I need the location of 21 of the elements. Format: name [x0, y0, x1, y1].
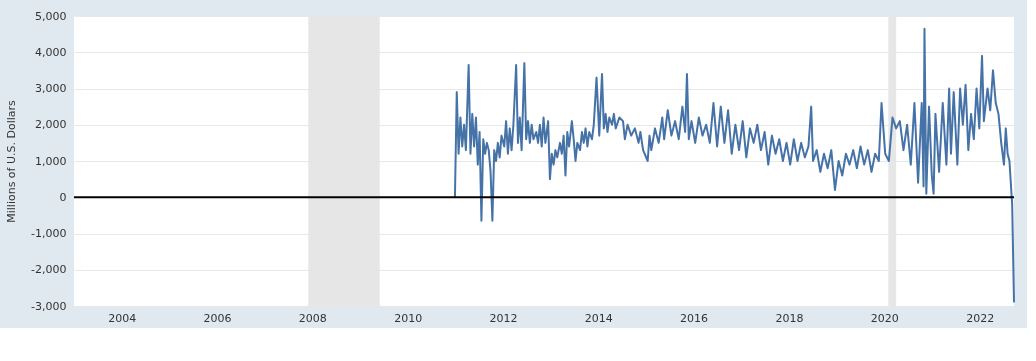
y-tick-label: 2,000 [35, 118, 67, 132]
x-tick-label: 2006 [203, 311, 232, 325]
x-tick-label: 2020 [870, 311, 899, 325]
y-tick-label: 1,000 [35, 154, 67, 168]
y-axis-title: Millions of U.S. Dollars [5, 99, 19, 223]
x-tick-label: 2010 [394, 311, 423, 325]
x-tick-label: 2004 [108, 311, 137, 325]
y-tick-label: 5,000 [35, 9, 67, 23]
x-tick-label: 2008 [298, 311, 327, 325]
y-tick-label: 3,000 [35, 82, 67, 95]
y-tick-label: 4,000 [35, 45, 67, 59]
line-series [453, 27, 1015, 304]
x-tick-label: 2016 [680, 311, 709, 325]
y-tick-label: 0 [59, 190, 67, 204]
y-tick-label: -1,000 [31, 227, 67, 240]
x-tick-label: 2022 [966, 311, 995, 325]
x-tick-label: 2014 [584, 311, 613, 325]
y-tick-label: -3,000 [31, 299, 67, 313]
x-tick-label: 2012 [489, 311, 518, 325]
y-tick-label: -2,000 [31, 263, 67, 277]
x-tick-label: 2018 [775, 311, 804, 325]
